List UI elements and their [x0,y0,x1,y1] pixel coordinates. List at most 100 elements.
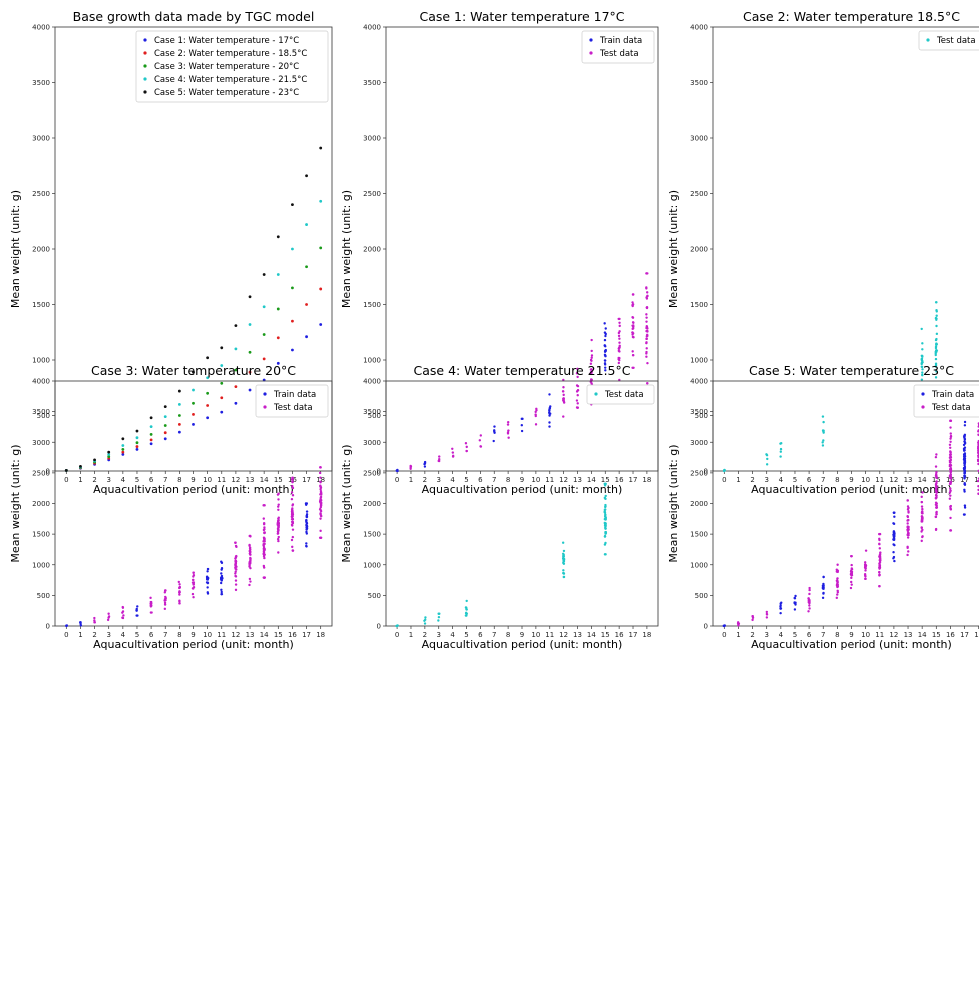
data-point [291,319,294,323]
legend: Case 1: Water temperature - 17°C Case 2: … [135,30,329,103]
data-point [262,543,265,546]
data-point [920,500,923,504]
data-point [234,565,238,568]
data-point [192,585,196,589]
data-point [836,591,840,594]
data-point [920,515,924,518]
x-tick-label: 1 [409,631,413,639]
x-tick-label: 6 [478,631,483,639]
data-point [645,296,648,299]
data-point [93,619,96,622]
data-point [934,487,938,490]
data-point [821,584,825,588]
data-point [934,345,938,348]
data-point [507,429,510,432]
data-point [618,378,621,382]
data-point [575,406,579,409]
data-point [121,610,125,613]
data-point [107,612,110,615]
data-point [562,399,566,403]
legend-marker [143,51,147,55]
x-tick-label: 5 [793,631,797,639]
data-point [963,504,967,507]
data-point [793,596,796,600]
y-tick-label: 4000 [363,24,381,32]
data-point [249,556,252,560]
data-point [177,414,181,417]
data-point [934,376,938,379]
data-point [121,452,125,456]
data-point [921,368,924,371]
data-point [220,592,224,596]
data-point [920,539,923,543]
data-point [935,453,938,456]
data-point [192,581,196,584]
data-point [962,443,966,447]
data-point [562,571,565,575]
data-point [234,557,237,560]
legend-marker [143,77,147,81]
data-point [234,368,238,372]
legend-marker [594,392,598,396]
data-point [493,430,496,433]
data-point [934,362,938,365]
data-point [963,457,967,460]
data-point [864,577,867,581]
data-point [562,549,566,553]
data-point [248,370,252,374]
data-point [219,577,223,581]
data-point [262,273,266,276]
y-tick-label: 500 [37,412,50,420]
data-point [548,393,551,396]
data-point [235,554,238,558]
data-point [234,588,238,592]
data-point [178,602,181,605]
data-point [65,624,69,627]
data-point [765,453,768,456]
x-tick-label: 13 [573,631,582,639]
x-tick-label: 1 [78,631,82,639]
data-point [220,396,224,400]
data-point [849,573,853,576]
data-point [262,540,265,543]
data-point [779,455,782,458]
data-point [907,526,910,530]
data-point [451,451,455,454]
x-axis-label: Aquacultivation period (unit: month) [422,483,623,496]
y-axis-label: Mean weight (unit: g) [340,444,353,562]
data-point [864,564,868,567]
data-point [291,549,294,552]
data-point [765,463,769,466]
data-point [807,597,810,600]
y-tick-label: 500 [695,592,708,600]
data-point [907,510,910,513]
y-axis-label: Mean weight (unit: g) [9,190,22,308]
x-tick-label: 8 [835,476,839,484]
data-point [631,366,634,369]
data-point [562,569,565,572]
x-tick-label: 15 [932,631,941,639]
data-point [220,588,223,592]
data-point [534,423,538,426]
x-tick-label: 0 [64,631,68,639]
data-point [934,357,938,361]
data-point [807,610,810,613]
data-point [863,561,867,564]
data-point [520,424,524,427]
y-tick-label: 1500 [690,301,708,309]
legend-marker [143,64,147,68]
data-point [590,370,593,374]
data-point [220,410,224,414]
x-tick-label: 8 [177,476,181,484]
data-point [963,437,967,441]
data-point [438,457,441,461]
data-point [234,401,238,405]
y-tick-label: 1000 [690,561,708,569]
data-point [603,338,607,342]
x-tick-label: 15 [932,476,941,484]
data-point [535,407,538,411]
x-tick-label: 14 [260,631,269,639]
legend-box [255,384,329,418]
data-point [949,446,952,450]
data-point [163,405,167,409]
